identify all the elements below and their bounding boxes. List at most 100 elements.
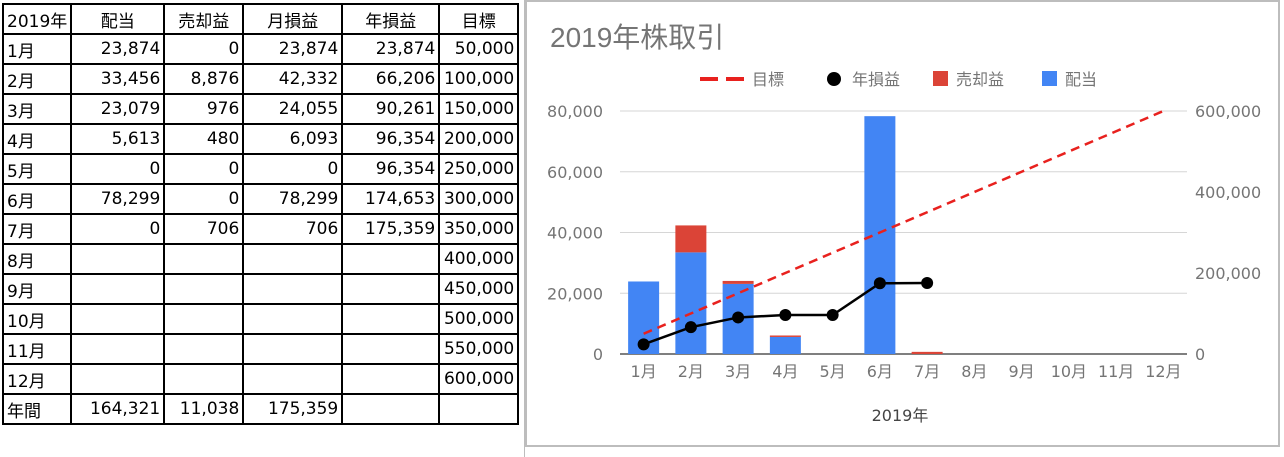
header-cell-month[interactable]: 2019年 xyxy=(1,3,73,35)
cell-monthly-pl[interactable]: 175,359 xyxy=(242,393,344,425)
cell-sale-profit[interactable]: 706 xyxy=(163,213,245,245)
chart-frame xyxy=(525,0,1280,447)
legend-label: 年損益 xyxy=(852,70,900,89)
cell-monthly-pl[interactable]: 0 xyxy=(242,153,344,185)
cell-annual-pl[interactable]: 96,354 xyxy=(341,123,441,155)
right-axis-tick-label: 0 xyxy=(1195,345,1205,364)
cell-sale-profit[interactable] xyxy=(163,303,245,335)
cell-sale-profit[interactable]: 0 xyxy=(163,183,245,215)
cell-target[interactable]: 500,000 xyxy=(438,303,520,335)
cell-sale-profit[interactable]: 976 xyxy=(163,93,245,125)
cell-target[interactable]: 350,000 xyxy=(438,213,520,245)
cell-dividend[interactable]: 0 xyxy=(70,213,166,245)
cell-month[interactable]: 5月 xyxy=(1,153,73,185)
cell-dividend[interactable] xyxy=(70,243,166,275)
cell-monthly-pl[interactable] xyxy=(242,333,344,365)
cell-annual-pl[interactable]: 23,874 xyxy=(341,33,441,65)
cell-dividend[interactable]: 23,874 xyxy=(70,33,166,65)
cell-month[interactable]: 3月 xyxy=(1,93,73,125)
cell-dividend[interactable]: 78,299 xyxy=(70,183,166,215)
cell-target[interactable]: 300,000 xyxy=(438,183,520,215)
cell-annual-pl[interactable]: 175,359 xyxy=(341,213,441,245)
cell-annual-pl[interactable] xyxy=(341,243,441,275)
combo-chart[interactable]: 2019年株取引 目標 年損益 売却益 配当 0 20,000 40,000 60,000 8… xyxy=(525,0,1284,457)
cell-monthly-pl[interactable]: 23,874 xyxy=(242,33,344,65)
bar-sale-profit xyxy=(769,335,801,337)
cell-sale-profit[interactable]: 8,876 xyxy=(163,63,245,95)
cell-annual-pl[interactable] xyxy=(341,393,441,425)
table-row: 6月 78,299 0 78,299 174,653 300,000 xyxy=(1,183,520,215)
cell-month[interactable]: 8月 xyxy=(1,243,73,275)
cell-target[interactable]: 100,000 xyxy=(438,63,520,95)
cell-dividend[interactable] xyxy=(70,273,166,305)
left-axis-tick-label: 0 xyxy=(593,345,603,364)
x-axis-title: 2019年 xyxy=(872,406,929,425)
cell-sale-profit[interactable] xyxy=(163,333,245,365)
cell-monthly-pl[interactable] xyxy=(242,303,344,335)
cell-annual-pl[interactable] xyxy=(341,273,441,305)
cell-month[interactable]: 7月 xyxy=(1,213,73,245)
cell-annual-pl[interactable]: 90,261 xyxy=(341,93,441,125)
line-target xyxy=(643,109,1164,335)
chart-panel[interactable]: 2019年株取引 目標 年損益 売却益 配当 0 20,000 40,000 60,000 8… xyxy=(524,0,1284,457)
cell-target[interactable]: 600,000 xyxy=(438,363,520,395)
cell-sale-profit[interactable] xyxy=(163,363,245,395)
header-cell-monthly-pl[interactable]: 月損益 xyxy=(242,3,344,35)
cell-annual-pl[interactable] xyxy=(341,363,441,395)
cell-sale-profit[interactable]: 11,038 xyxy=(163,393,245,425)
cell-dividend[interactable] xyxy=(70,303,166,335)
cell-annual-pl[interactable] xyxy=(341,303,441,335)
header-cell-target[interactable]: 目標 xyxy=(438,3,520,35)
cell-sale-profit[interactable]: 480 xyxy=(163,123,245,155)
cell-month[interactable]: 4月 xyxy=(1,123,73,155)
cell-monthly-pl[interactable]: 24,055 xyxy=(242,93,344,125)
cell-annual-pl[interactable]: 66,206 xyxy=(341,63,441,95)
right-axis-tick-label: 600,000 xyxy=(1195,102,1261,121)
cell-sale-profit[interactable]: 0 xyxy=(163,153,245,185)
x-axis-tick-label: 12月 xyxy=(1145,362,1181,381)
cell-month[interactable]: 9月 xyxy=(1,273,73,305)
cell-month[interactable]: 11月 xyxy=(1,333,73,365)
cell-sale-profit[interactable]: 0 xyxy=(163,33,245,65)
cell-monthly-pl[interactable] xyxy=(242,363,344,395)
cell-target[interactable]: 150,000 xyxy=(438,93,520,125)
cell-monthly-pl[interactable]: 78,299 xyxy=(242,183,344,215)
cell-target[interactable]: 50,000 xyxy=(438,33,520,65)
cell-monthly-pl[interactable]: 42,332 xyxy=(242,63,344,95)
cell-monthly-pl[interactable]: 706 xyxy=(242,213,344,245)
header-cell-sale-profit[interactable]: 売却益 xyxy=(163,3,245,35)
cell-dividend[interactable]: 164,321 xyxy=(70,393,166,425)
legend-label: 売却益 xyxy=(956,70,1004,89)
right-axis: 0 200,000 400,000 600,000 xyxy=(1195,102,1261,364)
cell-target[interactable]: 450,000 xyxy=(438,273,520,305)
cell-monthly-pl[interactable] xyxy=(242,243,344,275)
cell-target[interactable]: 550,000 xyxy=(438,333,520,365)
cell-sale-profit[interactable] xyxy=(163,273,245,305)
cell-annual-pl[interactable]: 96,354 xyxy=(341,153,441,185)
cell-dividend[interactable]: 5,613 xyxy=(70,123,166,155)
cell-dividend[interactable] xyxy=(70,333,166,365)
cell-target[interactable]: 400,000 xyxy=(438,243,520,275)
cell-target[interactable]: 250,000 xyxy=(438,153,520,185)
header-cell-annual-pl[interactable]: 年損益 xyxy=(341,3,441,35)
cell-sale-profit[interactable] xyxy=(163,243,245,275)
cell-target[interactable] xyxy=(438,393,520,425)
cell-annual-pl[interactable] xyxy=(341,333,441,365)
cell-month[interactable]: 1月 xyxy=(1,33,73,65)
cell-annual-pl[interactable]: 174,653 xyxy=(341,183,441,215)
cell-monthly-pl[interactable]: 6,093 xyxy=(242,123,344,155)
cell-month[interactable]: 12月 xyxy=(1,363,73,395)
cell-dividend[interactable]: 0 xyxy=(70,153,166,185)
cell-dividend[interactable]: 23,079 xyxy=(70,93,166,125)
cell-month[interactable]: 2月 xyxy=(1,63,73,95)
cell-month[interactable]: 10月 xyxy=(1,303,73,335)
cell-dividend[interactable]: 33,456 xyxy=(70,63,166,95)
header-cell-dividend[interactable]: 配当 xyxy=(70,3,166,35)
x-axis-tick-label: 10月 xyxy=(1051,362,1087,381)
cell-dividend[interactable] xyxy=(70,363,166,395)
cell-target[interactable]: 200,000 xyxy=(438,123,520,155)
point-annual-pl xyxy=(873,277,886,290)
cell-month[interactable]: 6月 xyxy=(1,183,73,215)
cell-month[interactable]: 年間 xyxy=(1,393,73,425)
cell-monthly-pl[interactable] xyxy=(242,273,344,305)
